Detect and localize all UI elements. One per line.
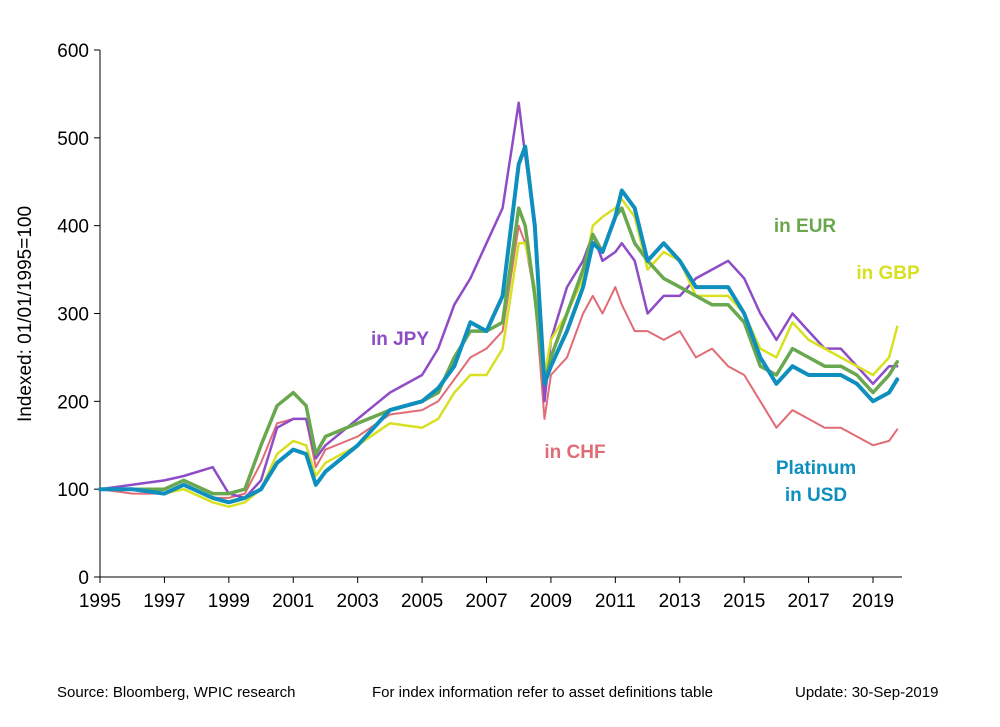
y-tick-label: 600 xyxy=(57,41,89,62)
x-tick-label: 2009 xyxy=(530,591,572,612)
footer-update: Update: 30-Sep-2019 xyxy=(795,684,939,701)
x-tick-label: 1997 xyxy=(143,591,185,612)
y-tick-label: 300 xyxy=(57,305,89,326)
chart: 0 100 200 300 400 500 600 1995 1997 1999 2001 2003 2… xyxy=(15,41,920,612)
x-tick-label: 1995 xyxy=(79,591,121,612)
footer-note: For index information refer to asset def… xyxy=(372,684,714,701)
y-tick-label: 0 xyxy=(78,568,89,589)
y-tick-label: 200 xyxy=(57,392,89,413)
x-tick-label: 2015 xyxy=(723,591,765,612)
y-axis-label: Indexed: 01/01/1995=100 xyxy=(15,206,36,422)
x-tick-label: 2003 xyxy=(337,591,379,612)
series-line-in-eur xyxy=(98,206,899,496)
x-tick-label: 2013 xyxy=(659,591,701,612)
series-label-in-jpy: in JPY xyxy=(371,329,429,350)
x-tick-label: 2017 xyxy=(787,591,829,612)
series-label-in-chf: in CHF xyxy=(544,442,605,463)
x-tick-label: 1999 xyxy=(208,591,250,612)
series-label-platinum-in-usd: Platinum in USD xyxy=(776,458,856,506)
series-label-in-gbp: in GBP xyxy=(856,263,920,284)
series-line-platinum-in-usd xyxy=(98,144,900,505)
y-tick-label: 100 xyxy=(57,480,89,501)
x-tick-label: 2007 xyxy=(465,591,507,612)
series-label-line: in USD xyxy=(785,485,847,506)
series-label-line: Platinum xyxy=(776,458,856,479)
axes: 0 100 200 300 400 500 600 1995 1997 1999 2001 2003 2… xyxy=(57,41,902,612)
series-lines xyxy=(98,101,900,508)
x-tick-label: 2005 xyxy=(401,591,443,612)
series-labels: in EUR in GBP in JPY in CHF Platinum in USD xyxy=(371,216,920,506)
series-label-in-eur: in EUR xyxy=(774,216,837,237)
x-tick-label: 2011 xyxy=(595,591,636,612)
x-tick-label: 2019 xyxy=(852,591,894,612)
series-line-in-gbp xyxy=(98,198,899,508)
y-tick-label: 500 xyxy=(57,129,89,150)
series-line-in-chf xyxy=(99,224,899,499)
y-tick-label: 400 xyxy=(57,217,89,238)
x-tick-label: 2001 xyxy=(272,591,314,612)
footer-source: Source: Bloomberg, WPIC research xyxy=(57,684,296,701)
